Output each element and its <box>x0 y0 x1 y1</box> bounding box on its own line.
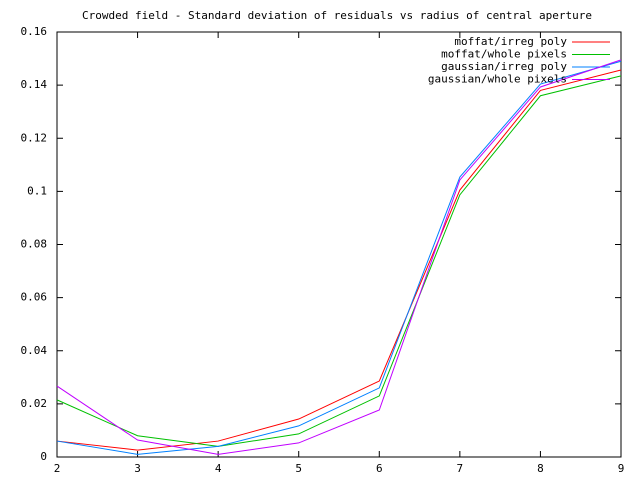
y-tick-label: 0.08 <box>21 238 48 251</box>
y-tick-label: 0.16 <box>21 25 48 38</box>
x-tick-label: 4 <box>215 462 222 475</box>
y-tick-label: 0.14 <box>21 78 48 91</box>
y-tick-label: 0 <box>40 450 47 463</box>
y-tick-label: 0.02 <box>21 397 48 410</box>
legend-label: gaussian/whole pixels <box>428 73 567 86</box>
x-tick-label: 2 <box>54 462 61 475</box>
series-line <box>56 59 622 455</box>
y-tick-label: 0.12 <box>21 131 48 144</box>
y-tick-label: 0.1 <box>27 184 47 197</box>
series-line <box>56 75 622 447</box>
series-line <box>56 60 622 455</box>
x-tick-label: 6 <box>376 462 383 475</box>
x-tick-label: 5 <box>295 462 302 475</box>
chart-title: Crowded field - Standard deviation of re… <box>82 9 592 22</box>
legend-label: gaussian/irreg poly <box>441 60 567 73</box>
y-tick-label: 0.06 <box>21 291 48 304</box>
legend-label: moffat/irreg poly <box>454 35 567 48</box>
x-tick-label: 9 <box>618 462 625 475</box>
x-tick-label: 8 <box>537 462 544 475</box>
x-tick-label: 3 <box>134 462 141 475</box>
x-tick-label: 7 <box>457 462 464 475</box>
y-tick-label: 0.04 <box>21 344 48 357</box>
legend-label: moffat/whole pixels <box>441 48 567 61</box>
series-line <box>56 69 622 451</box>
